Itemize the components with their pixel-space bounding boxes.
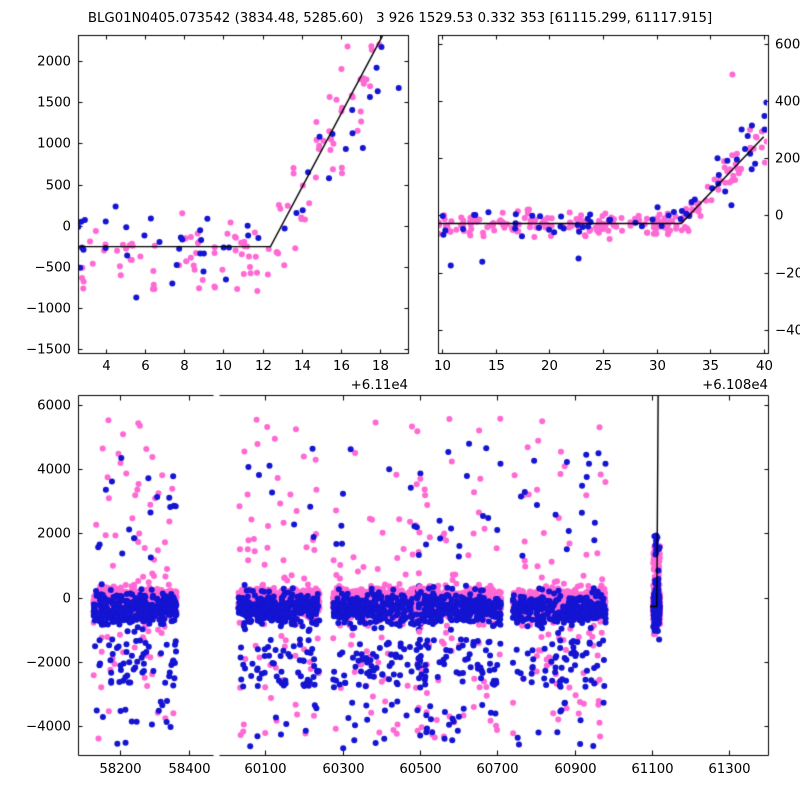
y-tick-label: 2000 (37, 525, 71, 541)
x-tick-label: 15 (488, 359, 505, 374)
y-tick-label: 0 (62, 218, 71, 234)
x-tick-label: 35 (702, 359, 719, 374)
x-tick-label: 58200 (99, 762, 142, 777)
x-tick-label: 58400 (168, 762, 211, 777)
y-tick-label: −4000 (775, 322, 800, 338)
y-tick-label: 4000 (37, 461, 71, 477)
plot-title: BLG01N0405.073542 (3834.48, 5285.60) 3 9… (87, 11, 713, 26)
y-tick-label: −4000 (26, 718, 71, 734)
x-tick-label: 40 (756, 359, 773, 374)
x-tick-label: 16 (333, 359, 350, 374)
x-tick-label: 14 (294, 359, 311, 374)
x-tick-label: 60700 (476, 762, 519, 777)
y-tick-label: 1500 (37, 94, 71, 110)
y-tick-label: −2000 (775, 265, 800, 281)
x-tick-label: 60900 (554, 762, 597, 777)
y-tick-label: 1000 (37, 135, 71, 151)
x-tick-label: 61100 (631, 762, 674, 777)
x-tick-label: 18 (372, 359, 389, 374)
x-tick-label: 10 (434, 359, 451, 374)
y-tick-label: 2000 (37, 53, 71, 69)
y-tick-label: 6000 (775, 36, 800, 52)
x-tick-label: 20 (541, 359, 558, 374)
x-tick-label: 4 (102, 359, 111, 374)
top-right-zoom-panel[interactable] (438, 35, 768, 353)
x-tick-label: 60300 (322, 762, 365, 777)
top-left-zoom-panel[interactable] (78, 35, 408, 353)
axis-offset-label: +6.108e4 (702, 378, 768, 393)
x-tick-label: 61300 (708, 762, 751, 777)
axis-offset-label: +6.11e4 (350, 378, 408, 393)
bottom-full-lightcurve-panel[interactable] (78, 395, 768, 755)
y-tick-label: −500 (34, 259, 71, 275)
y-tick-label: 2000 (775, 150, 800, 166)
y-tick-label: −1500 (26, 341, 71, 357)
y-tick-label: −1000 (26, 300, 71, 316)
x-tick-label: 12 (255, 359, 272, 374)
x-tick-label: 10 (215, 359, 232, 374)
y-tick-label: 500 (45, 177, 71, 193)
x-tick-label: 60500 (399, 762, 442, 777)
x-tick-label: 8 (180, 359, 189, 374)
y-tick-label: 0 (775, 207, 784, 223)
y-tick-label: 0 (62, 590, 71, 606)
x-tick-label: 25 (595, 359, 612, 374)
y-tick-label: −2000 (26, 654, 71, 670)
x-tick-label: 30 (649, 359, 666, 374)
x-tick-label: 6 (141, 359, 150, 374)
x-tick-label: 60100 (244, 762, 287, 777)
y-tick-label: 4000 (775, 93, 800, 109)
y-tick-label: 6000 (37, 397, 71, 413)
